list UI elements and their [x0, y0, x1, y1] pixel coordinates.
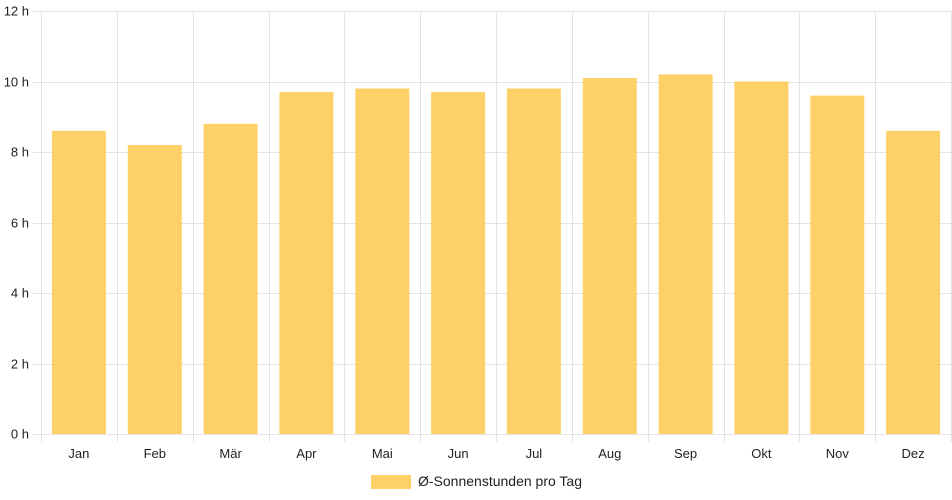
y-tick-label: 8 h	[11, 145, 29, 160]
bar-Apr[interactable]	[279, 92, 334, 434]
legend[interactable]: Ø-Sonnenstunden pro Tag	[371, 473, 582, 489]
bar-Feb[interactable]	[127, 145, 182, 434]
x-tick-label: Sep	[674, 446, 697, 461]
bar-Aug[interactable]	[582, 78, 637, 434]
x-tick-label: Aug	[598, 446, 621, 461]
axes: 0 h 2 h 4 h 6 h 8 h 10 h 12 h Jan Feb Mär Apr Mai Ju…	[4, 4, 925, 462]
bar-Sep[interactable]	[658, 74, 713, 435]
x-tick-label: Dez	[902, 446, 925, 461]
bar-Dez[interactable]	[886, 130, 941, 434]
y-tick-label: 6 h	[11, 216, 29, 231]
y-tick-label: 10 h	[4, 75, 29, 90]
bar-Nov[interactable]	[810, 95, 865, 434]
x-tick-label: Jan	[68, 446, 89, 461]
y-tick-label: 4 h	[11, 286, 29, 301]
x-tick-label: Mär	[219, 446, 242, 461]
bar-Jan[interactable]	[51, 130, 106, 434]
legend-label[interactable]: Ø-Sonnenstunden pro Tag	[418, 473, 582, 489]
y-tick-label: 0 h	[11, 427, 29, 442]
x-tick-label: Jul	[526, 446, 543, 461]
grid-lines	[33, 11, 952, 442]
bar-Okt[interactable]	[734, 81, 789, 435]
x-tick-label: Apr	[296, 446, 317, 461]
bar-Jun[interactable]	[431, 92, 486, 434]
bar-Mai[interactable]	[355, 88, 410, 435]
x-tick-label: Okt	[751, 446, 772, 461]
y-tick-label: 12 h	[4, 4, 29, 19]
x-tick-label: Nov	[826, 446, 850, 461]
legend-swatch[interactable]	[371, 475, 411, 489]
bars	[51, 74, 941, 435]
bar-Jul[interactable]	[506, 88, 561, 435]
x-tick-label: Mai	[372, 446, 393, 461]
bar-Mär[interactable]	[203, 123, 258, 435]
y-tick-label: 2 h	[11, 357, 29, 372]
x-tick-label: Jun	[448, 446, 469, 461]
x-tick-label: Feb	[144, 446, 166, 461]
